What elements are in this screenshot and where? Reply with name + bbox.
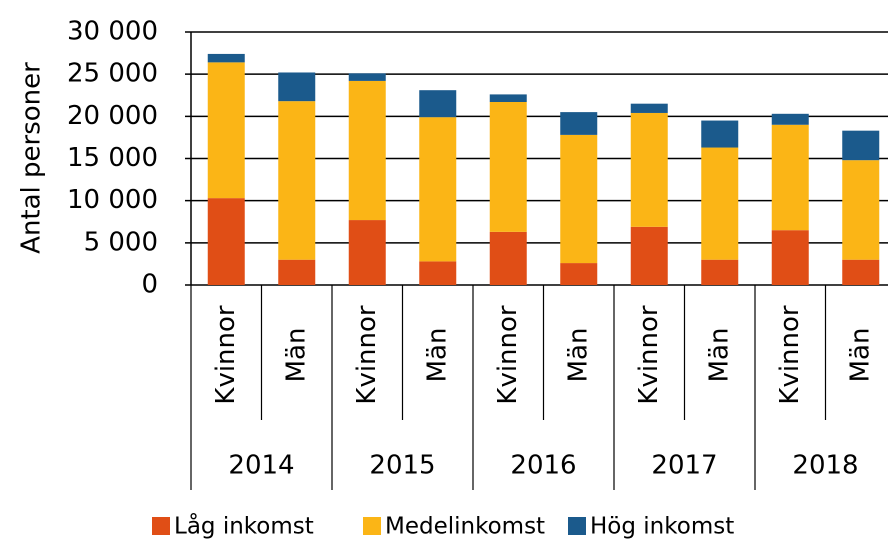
bar-segment [278, 72, 316, 102]
legend-label: Låg inkomst [174, 512, 314, 540]
bar-segment [771, 113, 809, 125]
y-axis-label: Antal personer [17, 62, 47, 254]
group-label: 2014 [228, 451, 294, 481]
bar-segment [560, 263, 598, 285]
bar-segment [842, 160, 880, 260]
x-tick-label: Män [845, 328, 875, 383]
y-tick-label: 5 000 [84, 227, 158, 257]
bar-segment [701, 147, 739, 260]
bar-segment [842, 130, 880, 161]
x-tick-label: Män [422, 328, 452, 383]
bar-segment [560, 134, 598, 264]
legend-swatch [152, 517, 170, 535]
bar-segment [560, 112, 598, 135]
y-tick-label: 25 000 [67, 59, 158, 89]
legend-label: Hög inkomst [590, 514, 734, 540]
group-label: 2018 [792, 451, 858, 481]
bar-segment [489, 94, 527, 102]
bar-segment [348, 220, 386, 285]
bar-segment [701, 120, 739, 148]
x-tick-label: Kvinnor [775, 305, 805, 405]
y-tick-label: 0 [141, 270, 158, 300]
x-tick-label: Kvinnor [211, 305, 241, 405]
bar-segment [207, 62, 245, 199]
legend-label: Medelinkomst [385, 514, 545, 540]
group-label: 2016 [510, 451, 576, 481]
legend-swatch [363, 517, 381, 535]
bar-segment [630, 103, 668, 113]
bar-segment [419, 261, 457, 285]
bar-segment [207, 53, 245, 63]
bar-segment [419, 117, 457, 262]
bar-segment [207, 198, 245, 285]
x-tick-label: Kvinnor [493, 305, 523, 405]
bar-segment [278, 259, 316, 285]
bar-segment [842, 259, 880, 285]
legend-swatch [568, 517, 586, 535]
y-tick-label: 15 000 [67, 143, 158, 173]
group-label: 2015 [369, 451, 435, 481]
x-tick-label: Män [281, 328, 311, 383]
bar-segment [489, 101, 527, 232]
bar-segment [419, 90, 457, 118]
bar-segment [701, 259, 739, 285]
x-tick-label: Män [563, 328, 593, 383]
bar-segment [348, 80, 386, 221]
bar-segment [348, 73, 386, 81]
bar-segment [278, 101, 316, 260]
y-tick-label: 30 000 [67, 17, 158, 47]
y-tick-label: 10 000 [67, 185, 158, 215]
x-tick-label: Kvinnor [352, 305, 382, 405]
y-tick-label: 20 000 [67, 101, 158, 131]
group-label: 2017 [651, 451, 717, 481]
bar-segment [630, 112, 668, 227]
bar-segment [630, 226, 668, 285]
x-tick-label: Män [704, 328, 734, 383]
bar-segment [771, 124, 809, 231]
bar-segment [489, 231, 527, 285]
x-tick-label: Kvinnor [634, 305, 664, 405]
bar-segment [771, 230, 809, 285]
